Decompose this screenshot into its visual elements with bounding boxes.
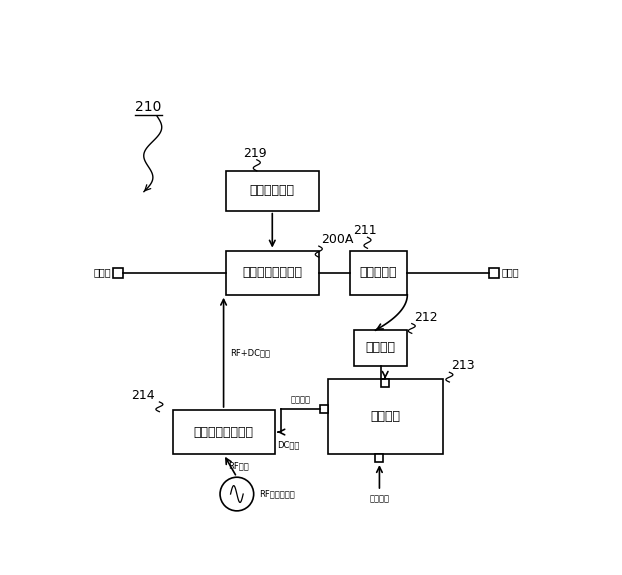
FancyBboxPatch shape bbox=[376, 454, 383, 462]
FancyBboxPatch shape bbox=[173, 410, 274, 454]
Text: 光入力: 光入力 bbox=[93, 268, 111, 278]
Text: 219: 219 bbox=[243, 147, 266, 160]
Text: 200A: 200A bbox=[321, 233, 353, 246]
FancyBboxPatch shape bbox=[328, 379, 443, 454]
Text: 温度調節回路: 温度調節回路 bbox=[250, 184, 295, 197]
Text: 制御回路: 制御回路 bbox=[370, 410, 400, 423]
Text: 光カップラ: 光カップラ bbox=[360, 266, 397, 279]
Text: 光コムモジュール: 光コムモジュール bbox=[243, 266, 302, 279]
FancyBboxPatch shape bbox=[490, 268, 499, 278]
Text: 212: 212 bbox=[414, 310, 438, 324]
Text: 214: 214 bbox=[131, 389, 155, 402]
FancyBboxPatch shape bbox=[354, 330, 407, 366]
Text: 210: 210 bbox=[135, 99, 162, 114]
Text: RF+DC出力: RF+DC出力 bbox=[230, 348, 270, 357]
FancyBboxPatch shape bbox=[113, 268, 123, 278]
Text: DC入力: DC入力 bbox=[277, 440, 299, 449]
Text: 211: 211 bbox=[353, 224, 377, 237]
Text: 光検出器: 光検出器 bbox=[366, 342, 396, 354]
Text: RF入力: RF入力 bbox=[228, 461, 249, 470]
Text: 213: 213 bbox=[452, 359, 475, 372]
Text: RF変調信号源: RF変調信号源 bbox=[259, 489, 295, 499]
FancyBboxPatch shape bbox=[226, 171, 319, 210]
FancyBboxPatch shape bbox=[350, 251, 407, 295]
Text: 同期信号: 同期信号 bbox=[369, 494, 389, 504]
Text: 光出力: 光出力 bbox=[501, 268, 519, 278]
FancyBboxPatch shape bbox=[320, 405, 328, 413]
Text: 制御信号: 制御信号 bbox=[291, 396, 311, 405]
Text: バイアス・ティー: バイアス・ティー bbox=[193, 426, 254, 439]
FancyBboxPatch shape bbox=[381, 379, 389, 387]
FancyBboxPatch shape bbox=[226, 251, 319, 295]
